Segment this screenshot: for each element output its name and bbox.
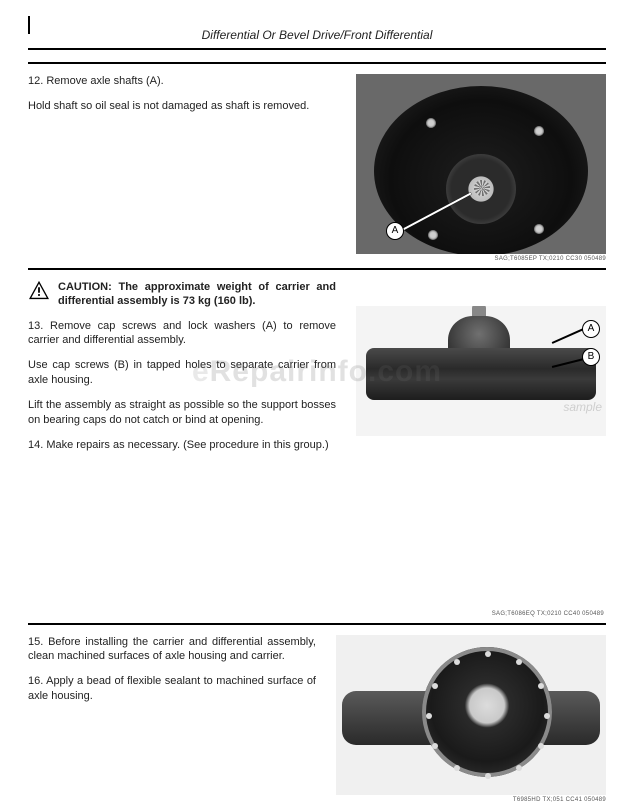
step-block-2: CAUTION: The approximate weight of carri… — [28, 268, 606, 617]
page-header: Differential Or Bevel Drive/Front Differ… — [28, 28, 606, 50]
step-13: 13. Remove cap screws and lock washers (… — [28, 319, 336, 349]
figure-axle-shaft: A — [356, 74, 606, 254]
callout-a-2: A — [582, 320, 600, 338]
warning-icon — [28, 280, 50, 300]
step-block-1: 12. Remove axle shafts (A). Hold shaft s… — [28, 62, 606, 262]
text-column-1: 12. Remove axle shafts (A). Hold shaft s… — [28, 74, 336, 124]
manual-page: Differential Or Bevel Drive/Front Differ… — [0, 0, 634, 809]
figure-3-caption: T6985HD TX;051 CC41 050489 — [336, 797, 606, 803]
step-16: 16. Apply a bead of flexible sealant to … — [28, 674, 316, 704]
step-block-3: 15. Before installing the carrier and di… — [28, 623, 606, 803]
caution-box: CAUTION: The approximate weight of carri… — [28, 280, 336, 309]
text-column-2: CAUTION: The approximate weight of carri… — [28, 280, 336, 463]
step-14: 14. Make repairs as necessary. (See proc… — [28, 438, 336, 453]
figure-1-caption: SAG;T6085EP TX;0210 CC30 050489 — [356, 256, 606, 262]
caution-text: CAUTION: The approximate weight of carri… — [58, 280, 336, 309]
step-15: 15. Before installing the carrier and di… — [28, 635, 316, 665]
figure-carrier-assembly: A B — [356, 306, 606, 436]
step-12-note: Hold shaft so oil seal is not damaged as… — [28, 99, 336, 114]
watermark-sample: sample — [563, 400, 602, 414]
figure-axle-housing — [336, 635, 606, 795]
text-column-3: 15. Before installing the carrier and di… — [28, 635, 316, 714]
figure-2-caption: SAG;T6086EQ TX;0210 CC40 050489 — [28, 611, 606, 617]
callout-b-2: B — [582, 348, 600, 366]
header-title: Differential Or Bevel Drive/Front Differ… — [202, 28, 433, 42]
step-13-note-b: Use cap screws (B) in tapped holes to se… — [28, 358, 336, 388]
callout-a: A — [386, 222, 404, 240]
step-12: 12. Remove axle shafts (A). — [28, 74, 336, 89]
step-13-note-lift: Lift the assembly as straight as possibl… — [28, 398, 336, 428]
